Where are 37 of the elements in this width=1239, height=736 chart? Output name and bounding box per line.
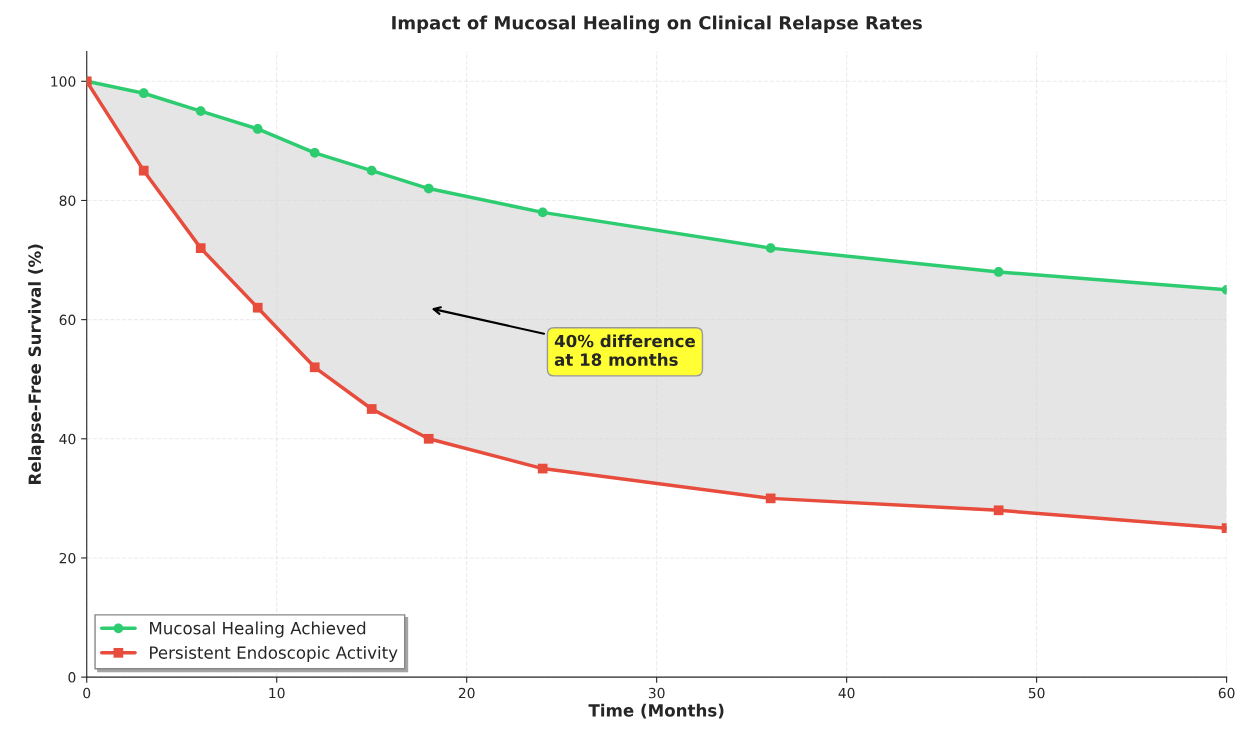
y-tick-label: 40 [59,433,76,445]
point [993,505,1004,516]
x-tick-label: 50 [1028,687,1045,699]
y-axis-title: Relapse-Free Survival (%) [28,244,45,484]
annotation: 40% difference at 18 months [554,334,695,366]
point [765,493,776,504]
point [195,243,206,253]
x-axis-title: Time (Months) [588,703,724,719]
x-tick-label: 10 [269,687,285,699]
chart-title: Impact of Mucosal Healing on Clinical Relapse Rates [392,15,922,34]
point [309,362,320,373]
x-tick-label: 60 [1218,687,1235,699]
point [195,106,206,116]
legend-label: Mucosal Healing Achieved [150,621,366,638]
point [765,243,776,253]
point [138,165,149,176]
y-tick-label: 80 [59,195,76,206]
y-tick-label: 0 [68,672,76,683]
x-tick-label: 0 [83,687,91,699]
point [537,207,548,218]
point [252,302,263,313]
point [366,165,377,176]
legend-label: Persistent Endoscopic Activity [150,645,398,663]
y-tick-label: 60 [59,314,76,326]
point [252,124,263,134]
x-tick-label: 20 [458,687,475,699]
point [366,404,377,414]
point [423,433,434,444]
point [138,88,149,99]
point [423,183,434,194]
y-tick-label: 20 [59,552,76,564]
x-tick-label: 40 [838,687,855,699]
x-tick-label: 30 [648,687,665,699]
point [309,147,320,158]
point [993,267,1004,277]
point [537,463,548,474]
y-tick-label: 100 [51,76,76,87]
